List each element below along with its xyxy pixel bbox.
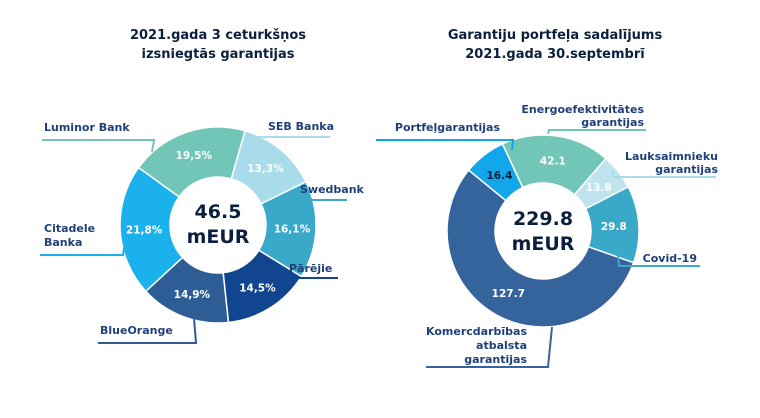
slice-portfelgarantijas [467, 142, 524, 202]
center-total-unit: mEUR [187, 226, 250, 248]
chart-title-line-2: 2021.gada 30.septembrī [465, 47, 645, 62]
slice-label-komercdarbibas-atbalsta-garantijas: atbalsta [476, 339, 527, 352]
slice-labels: SEB Banka Swedbank Pārējie BlueOrange Citade… [44, 103, 718, 366]
slice-label-covid-19: Covid-19 [643, 252, 697, 265]
callout-line-komercdarbibas-atbalsta-garantijas [426, 326, 553, 368]
donut-chart-issued-guarantees: 13,3% 16,1% 14,5% 14,9% 21,8% 19,5% 46.5 mEUR [119, 126, 317, 324]
slice-value-covid-19: 29.8 [601, 221, 627, 233]
slice-value-citadele-banka: 21,8% [126, 224, 163, 236]
center-total-value: 46.5 [195, 201, 242, 223]
callout-line-energoefektivitates-garantijas [547, 129, 646, 135]
callout-line-luminor-bank [42, 139, 156, 153]
slice-label-swedbank: Swedbank [300, 183, 365, 196]
slice-value-parejie: 14,5% [239, 283, 276, 295]
chart-title-line-2: izsniegtās garantijas [141, 47, 295, 62]
slice-label-citadele-banka: Citadele [44, 222, 95, 235]
callout-line-lauksaimnieku-garantijas [611, 169, 716, 178]
slice-value-seb-banka: 13,3% [247, 163, 284, 175]
slice-label-energoefektivitates-garantijas: garantijas [581, 116, 644, 129]
slice-label-komercdarbibas-atbalsta-garantijas: garantijas [464, 353, 527, 366]
slice-value-blueorange: 14,9% [174, 289, 211, 301]
slice-label-energoefektivitates-garantijas: Energoefektivitātes [521, 103, 644, 116]
chart-title-line-1: Garantiju portfeļa sadalījums [447, 28, 663, 43]
slice-value-komercdarbibas-atbalsta-garantijas: 127.7 [492, 288, 525, 300]
slice-value-swedbank: 16,1% [274, 224, 311, 236]
callout-line-citadele-banka [40, 247, 125, 256]
slice-label-luminor-bank: Luminor Bank [44, 121, 130, 134]
slice-value-luminor-bank: 19,5% [176, 150, 213, 162]
callout-line-seb-banka [245, 136, 330, 141]
callout-line-portfelgarantijas [376, 139, 515, 151]
slice-komercdarbibas-atbalsta-garantijas [446, 169, 635, 328]
slice-citadele-banka [119, 166, 184, 293]
callout-lines [40, 129, 716, 368]
callout-line-blueorange [98, 317, 198, 344]
slice-label-lauksaimnieku-garantijas: garantijas [655, 163, 718, 176]
slice-luminor-bank [137, 126, 246, 198]
callout-line-covid-19 [616, 239, 700, 267]
slice-label-portfelgarantijas: Portfeļgarantijas [395, 121, 501, 134]
slice-label-komercdarbibas-atbalsta-garantijas: Komercdarbības [426, 325, 527, 338]
chart-title-guarantees-issued: 2021.gada 3 ceturkšņos izsniegtās garant… [98, 26, 338, 64]
slice-label-citadele-banka: Banka [44, 236, 82, 249]
slice-label-blueorange: BlueOrange [100, 324, 173, 337]
center-total-unit: mEUR [512, 233, 575, 255]
slice-value-energoefektivitates-garantijas: 42.1 [540, 156, 566, 168]
chart-title-line-1: 2021.gada 3 ceturkšņos [129, 28, 307, 43]
slice-value-portfelgarantijas: 16.4 [486, 170, 512, 182]
slice-label-seb-banka: SEB Banka [268, 120, 334, 133]
slice-label-lauksaimnieku-garantijas: Lauksaimnieku [625, 150, 718, 163]
donut-chart-portfolio: 42.1 13.8 29.8 127.7 16.4 229.8 mEUR [446, 134, 640, 328]
slice-label-parejie: Pārējie [289, 262, 332, 275]
center-total-value: 229.8 [513, 208, 573, 230]
chart-title-portfolio-breakdown: Garantiju portfeļa sadalījums 2021.gada … [420, 26, 690, 64]
slice-value-lauksaimnieku-garantijas: 13.8 [586, 182, 612, 194]
